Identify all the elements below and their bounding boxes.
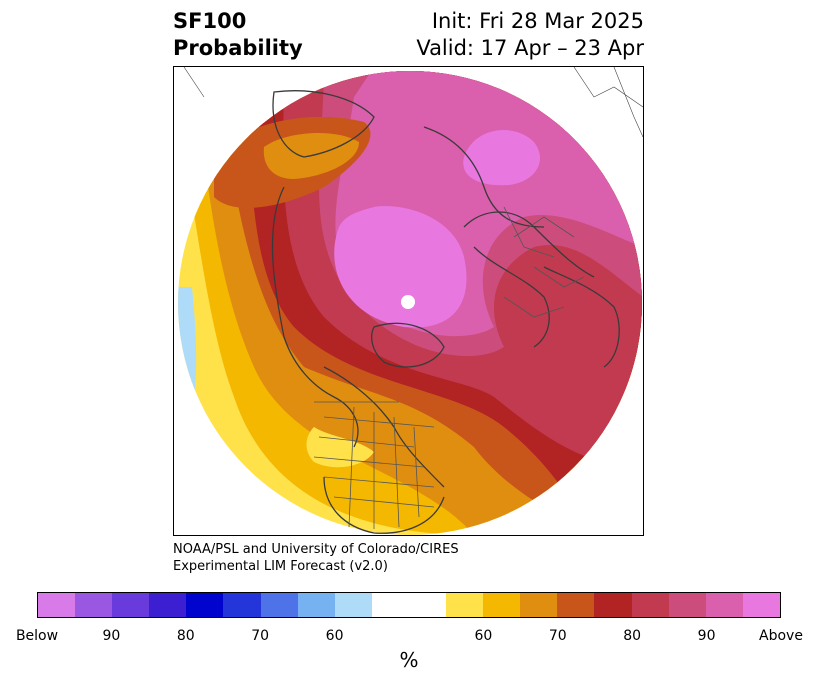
init-date: Init: Fri 28 Mar 2025 [431, 9, 644, 33]
title-variable: SF100 [173, 9, 247, 33]
colorbar-tick-label: 60 [474, 628, 493, 644]
colorbar [37, 592, 781, 618]
colorbar-swatch [520, 593, 558, 617]
colorbar-swatch [297, 593, 335, 617]
colorbar-tick-label: 70 [548, 628, 567, 644]
colorbar-swatch [38, 593, 76, 617]
colorbar-tick-label: 90 [697, 628, 716, 644]
colorbar-swatch [75, 593, 113, 617]
colorbar-swatch [186, 593, 224, 617]
colorbar-tick-label: 60 [325, 628, 344, 644]
colorbar-swatch [408, 593, 447, 617]
colorbar-tick-label: 70 [251, 628, 270, 644]
colorbar-unit: % [399, 648, 419, 672]
colorbar-swatch [742, 593, 780, 617]
probability-map [178, 67, 643, 535]
credit-line-1: NOAA/PSL and University of Colorado/CIRE… [173, 542, 459, 557]
colorbar-swatch [112, 593, 150, 617]
colorbar-tick-label: 90 [102, 628, 121, 644]
colorbar-swatch [446, 593, 484, 617]
probability-contours [178, 71, 642, 535]
colorbar-tick-label: 80 [176, 628, 195, 644]
colorbar-tick-label: 80 [623, 628, 642, 644]
colorbar-tick-label: Above [759, 628, 803, 644]
colorbar-swatch [334, 593, 372, 617]
title-type: Probability [173, 36, 303, 60]
coastline-outlines [271, 90, 620, 534]
border-lines [313, 206, 585, 529]
colorbar-swatch [631, 593, 669, 617]
colorbar-swatch [594, 593, 632, 617]
valid-range: Valid: 17 Apr – 23 Apr [416, 36, 644, 60]
outer-land-outlines [183, 67, 643, 138]
title-left: SF100 Probability [173, 8, 303, 62]
colorbar-swatch [668, 593, 706, 617]
colorbar-swatch [705, 593, 743, 617]
credit-text: NOAA/PSL and University of Colorado/CIRE… [173, 541, 459, 575]
title-right: Init: Fri 28 Mar 2025 Valid: 17 Apr – 23… [416, 8, 644, 62]
colorbar-swatch [149, 593, 187, 617]
colorbar-tick-label: Below [15, 628, 59, 644]
colorbar-swatch [557, 593, 595, 617]
colorbar-swatch [371, 593, 409, 617]
colorbar-swatch [223, 593, 261, 617]
credit-line-2: Experimental LIM Forecast (v2.0) [173, 559, 388, 574]
map-panel [173, 66, 644, 536]
colorbar-swatch [260, 593, 298, 617]
colorbar-swatch [483, 593, 521, 617]
